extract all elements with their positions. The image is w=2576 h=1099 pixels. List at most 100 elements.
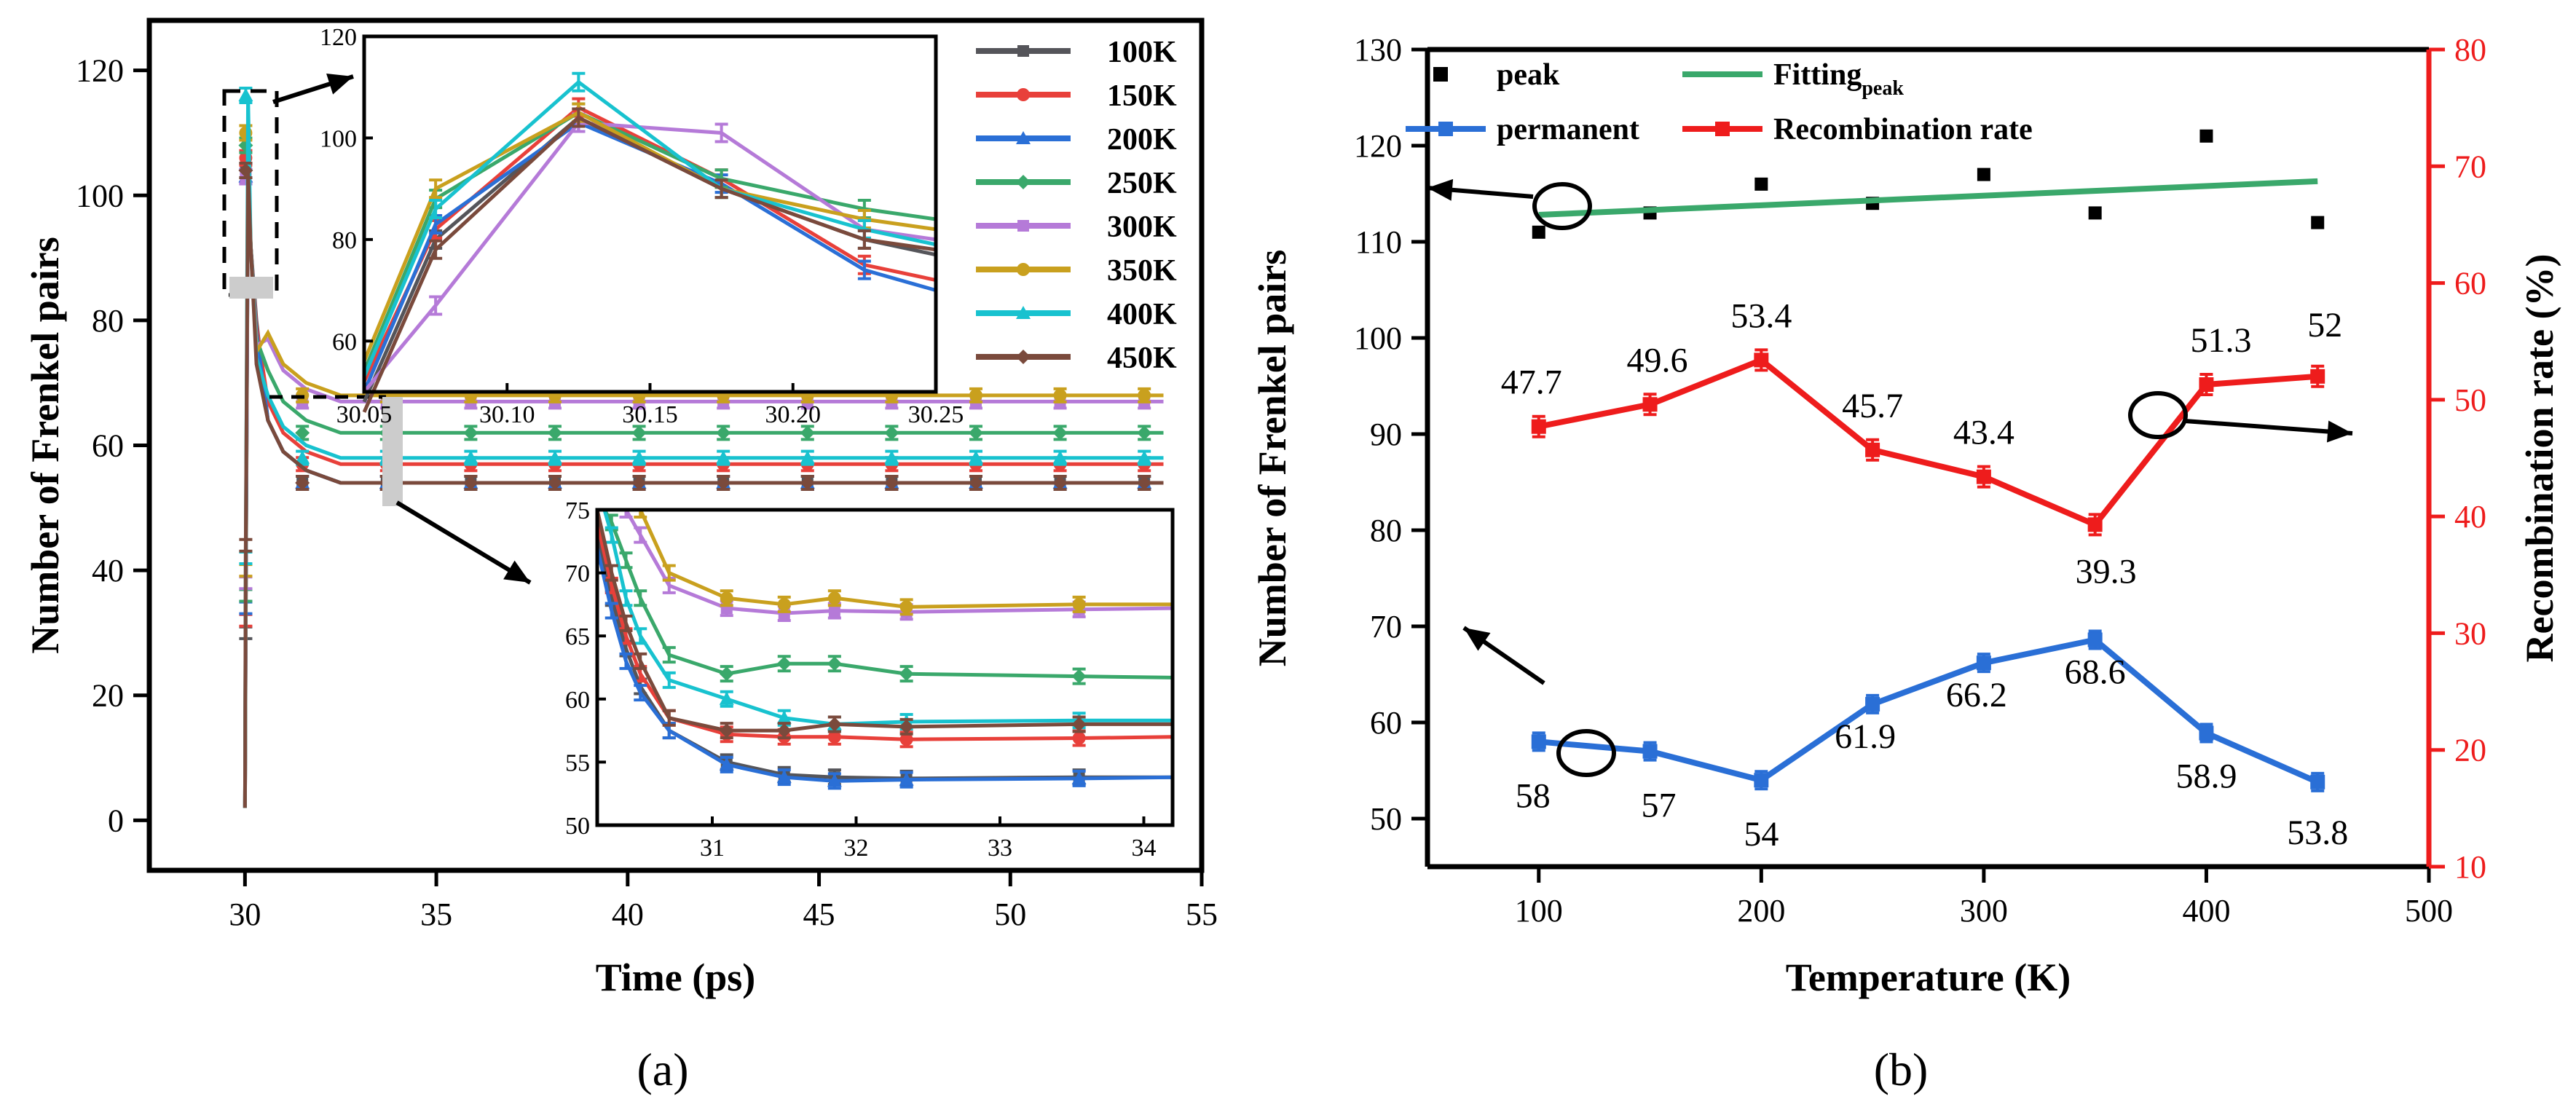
data-point (631, 450, 647, 464)
recombination-point (2087, 517, 2103, 532)
x-tick-label: 40 (612, 897, 644, 932)
legend-label-450K: 450K (1107, 342, 1177, 375)
data-point (968, 475, 983, 490)
arrow-to-top-inset (326, 74, 353, 95)
y-tick-label: 100 (76, 178, 124, 213)
series-line-150K (243, 157, 1164, 808)
y-tick-label: 90 (1370, 417, 1402, 452)
y2-tick-label: 70 (2454, 149, 2486, 184)
y-tick-label: 40 (92, 553, 124, 588)
y-tick-label: 110 (1355, 224, 1402, 260)
legend-label-350K: 350K (1107, 254, 1177, 288)
data-point (1071, 771, 1087, 784)
legend-marker-400K (1016, 306, 1031, 319)
y-tick-label: 60 (92, 428, 124, 464)
data-point (800, 425, 815, 441)
arrow-right-axis (2326, 420, 2352, 443)
zoom-region-shade (229, 277, 273, 299)
y-tick-label: 0 (108, 803, 124, 838)
inset-bottom-x-tick-label: 33 (988, 835, 1012, 862)
series-line-350K (243, 133, 1164, 808)
data-point (800, 475, 815, 490)
data-point (884, 475, 899, 490)
data-point (719, 757, 734, 771)
permanent-point (2087, 632, 2103, 647)
permanent-data-label: 66.2 (1946, 676, 2007, 714)
legend-label-250K: 250K (1107, 167, 1177, 200)
data-point (899, 666, 914, 682)
permanent-point (1531, 734, 1546, 749)
recombination-data-label: 51.3 (2190, 321, 2251, 360)
inset-top-x-tick-label: 30.20 (765, 401, 822, 428)
inset-bottom-plot (597, 510, 1173, 790)
legend-a: 100K 150K 200K 250K 300K 350K 400K 450K (976, 36, 1177, 375)
data-point (463, 425, 478, 441)
data-point (1053, 388, 1067, 402)
data-point (1138, 388, 1151, 402)
x-tick-label: 35 (420, 897, 452, 932)
data-point (1071, 669, 1087, 684)
data-point (899, 600, 913, 614)
inset-bottom-frame (595, 508, 1175, 827)
inset-bottom-x-tick-label: 32 (844, 835, 869, 862)
permanent-data-label: 68.6 (2065, 653, 2126, 691)
inset-top-y-tick-label: 60 (332, 328, 357, 355)
data-point (884, 450, 899, 464)
y2-tick-label: 30 (2454, 615, 2486, 651)
legend-label-100K: 100K (1107, 36, 1177, 69)
data-point (1052, 425, 1068, 441)
series-450K (238, 161, 1164, 808)
recombination-line (1538, 356, 2318, 529)
inset-top-x-tick-label: 30.25 (908, 401, 964, 428)
panel-b: 100 200 300 400 500 50 60 70 80 90 100 110 120 130 10 2… (1250, 32, 2561, 999)
data-point (776, 770, 792, 784)
permanent-data-label: 57 (1642, 787, 1677, 825)
y2-tick-label: 40 (2454, 499, 2486, 535)
x-tick-label: 55 (1186, 897, 1218, 932)
legend-marker-300K (1017, 220, 1029, 232)
data-point (547, 425, 562, 441)
data-point (827, 730, 841, 744)
peak-point (2088, 206, 2102, 220)
data-point (720, 591, 733, 605)
recombination-point (1865, 442, 1880, 457)
permanent-data-label: 58 (1516, 776, 1551, 815)
permanent-data-label: 58.9 (2175, 757, 2237, 796)
recombination-point (2199, 377, 2214, 393)
data-point (968, 425, 983, 441)
data-point (1052, 450, 1068, 464)
panel-a: 30 35 40 45 50 55 0 20 40 60 80 100 120 Time (ps) Numb… (23, 17, 1218, 999)
y-axis-label: Number of Frenkel pairs (23, 237, 67, 653)
data-point (1072, 731, 1086, 745)
recombination-data-label: 47.7 (1501, 363, 1562, 402)
inset-top-line-350K (362, 110, 937, 363)
legend-subscript: peak (1862, 77, 1904, 100)
data-point (777, 597, 791, 611)
data-point (899, 719, 914, 734)
inset-top-y-tick-label: 80 (332, 227, 357, 254)
permanent-point (2310, 774, 2325, 789)
inset-top-line-450K (362, 115, 937, 413)
fitting-line (1538, 178, 2318, 218)
inset-bottom-x-tick-label: 34 (1132, 835, 1157, 862)
x-tick-label: 200 (1737, 893, 1785, 929)
arrow-to-bottom-inset (503, 560, 530, 583)
y-tick-label: 20 (92, 678, 124, 714)
inset-top-line-250K (362, 110, 937, 373)
data-point (1052, 475, 1068, 490)
legend-marker-350K (1017, 263, 1030, 276)
data-point (295, 475, 310, 490)
data-point (631, 475, 647, 490)
arrow-left-axis (1427, 178, 1454, 201)
data-point (238, 162, 253, 178)
data-point (1137, 425, 1152, 441)
inset-top-line-400K (362, 79, 937, 378)
recombination-point (1976, 469, 1991, 484)
data-point (631, 425, 647, 441)
inset-top-x-tick-label: 30.05 (336, 401, 393, 428)
x-tick-label: 300 (1960, 893, 2008, 929)
arrow-left-axis (1464, 628, 1491, 651)
data-point (776, 723, 792, 738)
